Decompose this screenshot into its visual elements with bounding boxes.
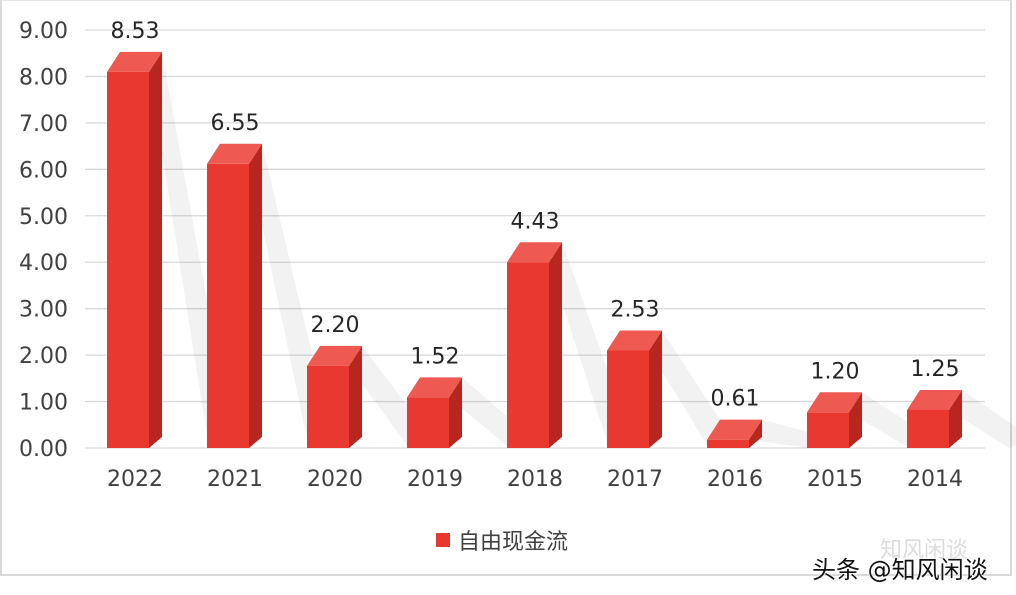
bar bbox=[307, 365, 349, 448]
y-tick-label: 2.00 bbox=[19, 344, 68, 369]
bar-top bbox=[507, 242, 562, 263]
bar bbox=[807, 412, 849, 448]
x-tick-label: 2017 bbox=[607, 467, 663, 492]
y-tick-label: 6.00 bbox=[19, 158, 68, 183]
bar-top bbox=[607, 330, 662, 351]
bar-shadow bbox=[949, 389, 1016, 448]
bar bbox=[907, 409, 949, 448]
data-label: 8.53 bbox=[111, 19, 160, 44]
bar-side bbox=[549, 242, 562, 448]
bar-side bbox=[449, 377, 462, 448]
watermark-faint: 知风闲谈 bbox=[880, 538, 969, 563]
bar-top bbox=[107, 51, 162, 72]
bar-side bbox=[249, 143, 262, 449]
bar-shadow bbox=[649, 330, 732, 448]
bar-top bbox=[907, 389, 962, 410]
bar-top bbox=[707, 419, 762, 440]
y-tick-label: 9.00 bbox=[19, 19, 68, 44]
bar-side bbox=[149, 51, 162, 448]
y-tick-label: 8.00 bbox=[19, 65, 68, 90]
y-tick-label: 4.00 bbox=[19, 251, 68, 276]
data-label: 1.52 bbox=[411, 344, 460, 369]
bar-top bbox=[407, 377, 462, 398]
watermark: 头条 @知风闲谈 bbox=[812, 556, 988, 584]
legend: 自由现金流 bbox=[436, 524, 568, 556]
data-label: 1.25 bbox=[911, 357, 960, 382]
bar-side bbox=[749, 419, 762, 448]
bar-side bbox=[649, 330, 662, 448]
y-tick-label: 5.00 bbox=[19, 205, 68, 230]
x-tick-label: 2015 bbox=[807, 467, 863, 492]
data-label: 1.20 bbox=[811, 359, 860, 384]
bar-side bbox=[849, 392, 862, 448]
y-tick-label: 1.00 bbox=[19, 391, 68, 416]
x-tick-label: 2014 bbox=[907, 467, 963, 492]
x-tick-label: 2018 bbox=[507, 467, 563, 492]
bar bbox=[207, 163, 249, 449]
bar-side bbox=[349, 345, 362, 448]
data-label: 2.53 bbox=[611, 297, 660, 322]
x-tick-label: 2021 bbox=[207, 467, 263, 492]
x-tick-label: 2019 bbox=[407, 467, 463, 492]
x-tick-label: 2020 bbox=[307, 467, 363, 492]
data-label: 0.61 bbox=[711, 387, 760, 412]
bar-top bbox=[807, 392, 862, 413]
data-label: 6.55 bbox=[211, 111, 260, 136]
bar bbox=[107, 71, 149, 448]
bar bbox=[507, 262, 549, 448]
bar bbox=[707, 439, 749, 448]
data-label: 2.20 bbox=[311, 313, 360, 338]
y-tick-label: 3.00 bbox=[19, 298, 68, 323]
y-tick-label: 7.00 bbox=[19, 112, 68, 137]
y-tick-label: 0.00 bbox=[19, 437, 68, 462]
chart-frame bbox=[0, 0, 1012, 576]
data-label: 4.43 bbox=[511, 209, 560, 234]
bar-top bbox=[307, 345, 362, 366]
x-tick-label: 2016 bbox=[707, 467, 763, 492]
bar-top bbox=[207, 143, 262, 164]
legend-label: 自由现金流 bbox=[458, 530, 569, 555]
bar-side bbox=[949, 389, 962, 448]
x-tick-label: 2022 bbox=[107, 467, 163, 492]
legend-swatch bbox=[436, 533, 450, 547]
bar bbox=[407, 397, 449, 448]
bar bbox=[607, 350, 649, 448]
